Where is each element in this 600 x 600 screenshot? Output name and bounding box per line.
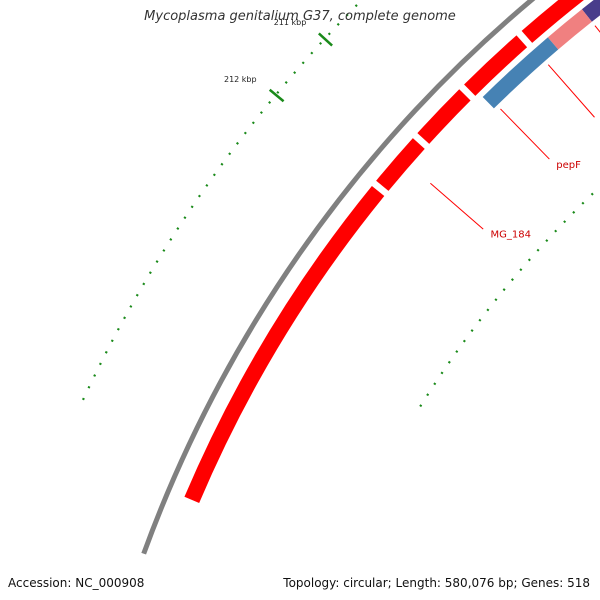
forward-cds-10 <box>184 185 385 504</box>
gene-label: pepF <box>556 160 581 171</box>
forward-cds-6 <box>376 138 425 191</box>
reverse-gene-4 <box>581 0 600 22</box>
forward-cds-7 <box>417 89 471 144</box>
gene-leader-line <box>594 25 600 33</box>
gene-leader-line <box>430 182 484 230</box>
gene-leader-line <box>500 108 550 160</box>
gene-label: MG_184 <box>490 230 530 241</box>
scale-tick-mark <box>318 32 333 47</box>
map-title: Mycoplasma genitalium G37, complete geno… <box>144 9 456 24</box>
scale-dots-inner <box>419 185 600 408</box>
reverse-gene-6 <box>482 37 559 109</box>
forward-cds-8 <box>464 35 528 96</box>
gene-leader-line <box>547 64 595 118</box>
forward-cds-9 <box>521 0 584 43</box>
topology-summary: Topology: circular; Length: 580,076 bp; … <box>283 576 590 590</box>
scale-tick-mark <box>268 88 285 103</box>
scale-tick-label: 212 kbp <box>224 75 257 84</box>
reverse-gene-5 <box>547 9 592 50</box>
scale-tick-label: 211 kbp <box>274 18 307 27</box>
genome-backbone <box>141 0 536 555</box>
accession-text: Accession: NC_000908 <box>8 576 145 590</box>
